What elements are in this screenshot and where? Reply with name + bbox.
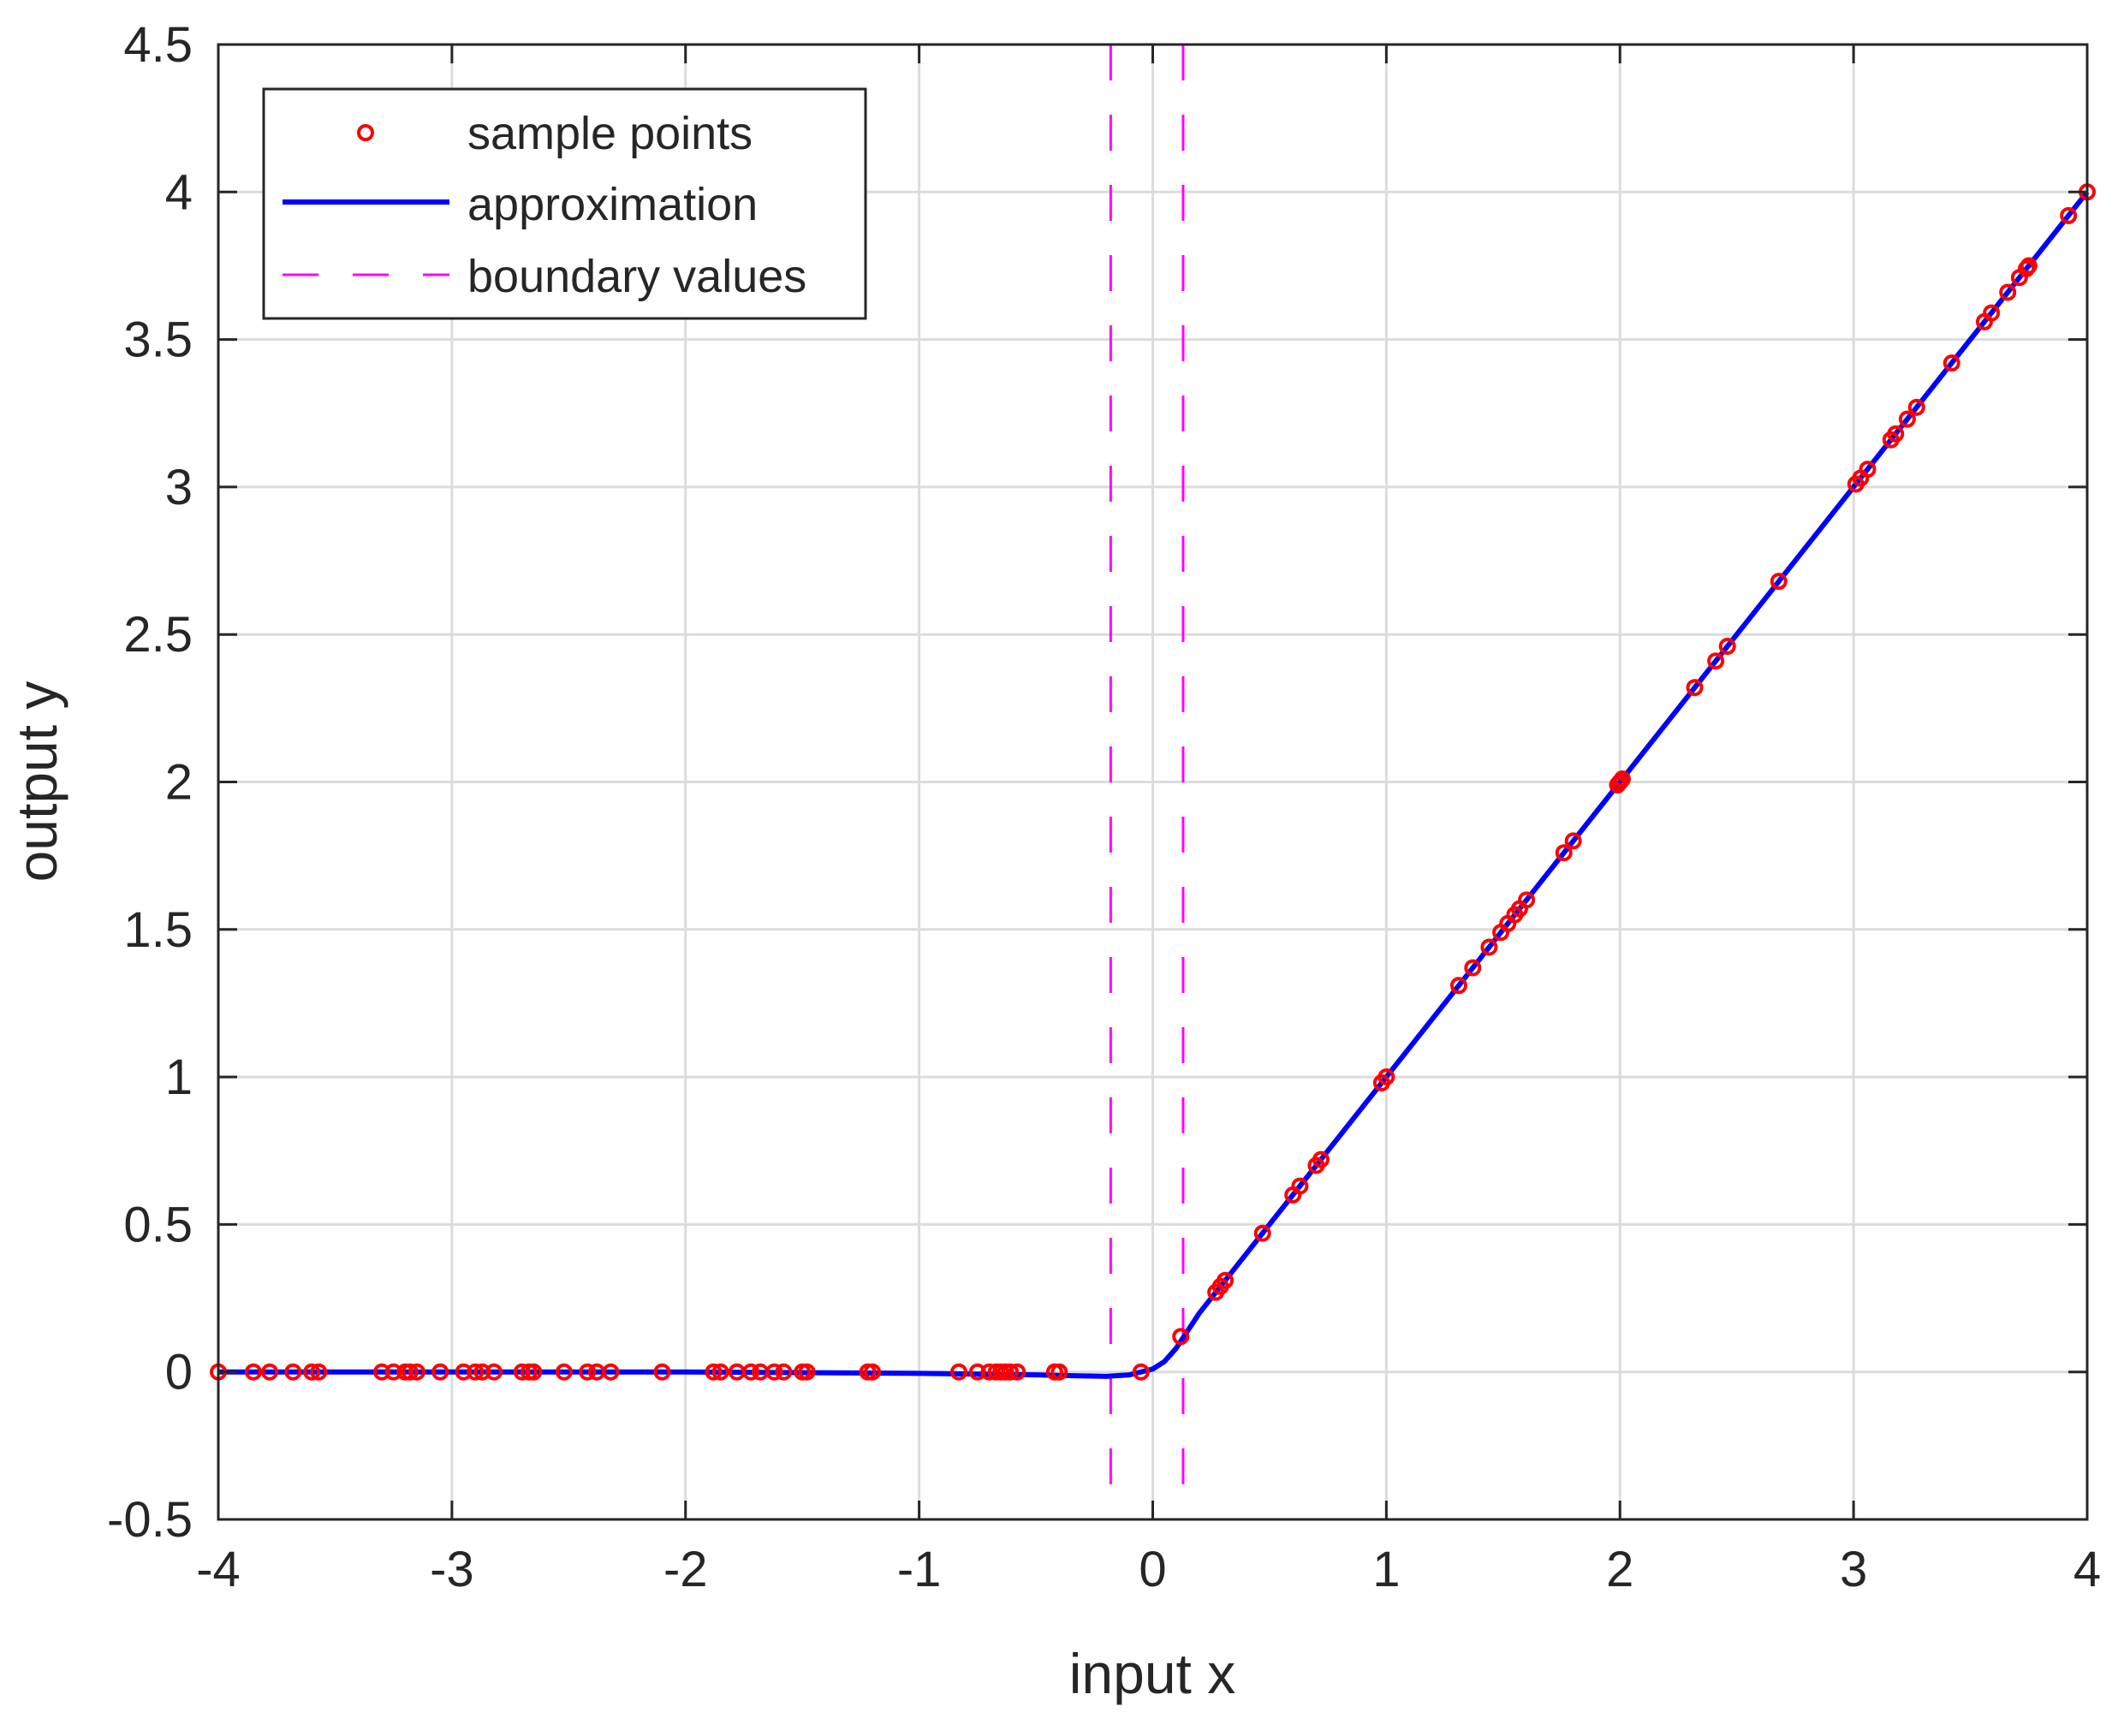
sample-point <box>1859 461 1877 479</box>
sample-point <box>1999 283 2017 301</box>
x-tick-label: 1 <box>1372 1542 1400 1597</box>
sample-point <box>1555 844 1573 862</box>
sample-point <box>1291 1177 1309 1195</box>
sample-point <box>401 1363 419 1381</box>
sample-point <box>980 1363 998 1381</box>
boundary-lines <box>1109 45 1185 1519</box>
sample-point <box>373 1363 391 1381</box>
legend-label-sample-points: sample points <box>467 108 753 159</box>
legend-marker-sample-points <box>357 124 374 141</box>
sample-point <box>1907 398 1925 416</box>
y-tick-label: 3 <box>165 460 193 515</box>
sample-point <box>579 1363 597 1381</box>
sample-point <box>2020 257 2038 275</box>
sample-point <box>555 1363 573 1381</box>
sample-point <box>1898 410 1916 428</box>
sample-point <box>1770 573 1788 591</box>
sample-point <box>244 1363 262 1381</box>
sample-point <box>513 1363 531 1381</box>
legend: sample points approximation boundary val… <box>262 87 867 320</box>
y-tick-label: 3.5 <box>123 312 193 368</box>
sample-point <box>1942 354 1960 372</box>
sample-point <box>602 1363 620 1381</box>
y-axis-label: output y <box>5 681 68 883</box>
x-tick-label: -4 <box>196 1542 241 1597</box>
sample-point <box>1564 832 1582 850</box>
sample-point <box>653 1363 671 1381</box>
x-tick-label: 2 <box>1606 1542 1633 1597</box>
sample-point <box>968 1363 986 1381</box>
sample-point <box>705 1363 723 1381</box>
sample-point <box>1686 679 1704 697</box>
y-tick-label: -0.5 <box>107 1492 193 1548</box>
y-tick-label: 1.5 <box>123 902 193 958</box>
y-tick-label: 2 <box>165 755 193 811</box>
sample-point <box>384 1363 402 1381</box>
sample-point <box>525 1363 543 1381</box>
x-tick-label: -3 <box>430 1542 474 1597</box>
x-tick-label: 4 <box>2073 1542 2101 1597</box>
sample-point <box>1518 891 1536 909</box>
ticks <box>217 43 2089 1521</box>
sample-point <box>1002 1363 1020 1381</box>
sample-point <box>1132 1363 1150 1381</box>
y-tick-label: 0.5 <box>123 1197 193 1252</box>
y-tick-label: 4.5 <box>123 17 193 73</box>
sample-point <box>1613 770 1631 788</box>
y-tick-label: 2.5 <box>123 607 193 663</box>
x-tick-label: 3 <box>1840 1542 1867 1597</box>
sample-point <box>765 1363 783 1381</box>
sample-point <box>1983 304 2001 322</box>
sample-point <box>798 1363 816 1381</box>
sample-point <box>310 1363 328 1381</box>
y-tick-label: 4 <box>165 164 193 220</box>
x-tick-label: 0 <box>1139 1542 1166 1597</box>
sample-point <box>467 1363 485 1381</box>
sample-point <box>950 1363 968 1381</box>
sample-point <box>1377 1068 1395 1086</box>
sample-point <box>455 1363 473 1381</box>
sample-point <box>2060 206 2078 224</box>
sample-point <box>1887 425 1905 443</box>
x-axis-label: input x <box>1069 1642 1235 1705</box>
y-tick-label: 1 <box>165 1049 193 1105</box>
sample-point <box>284 1363 302 1381</box>
sample-point <box>473 1363 491 1381</box>
y-tick-label: 0 <box>165 1345 193 1400</box>
sample-point <box>1312 1150 1330 1168</box>
sample-point <box>1480 938 1498 956</box>
sample-point <box>1050 1363 1068 1381</box>
sample-point <box>303 1363 321 1381</box>
x-tick-label: -1 <box>897 1542 942 1597</box>
sample-points-layer <box>210 183 2096 1381</box>
sample-point <box>485 1363 503 1381</box>
tick-labels: -4 -3 -2 -1 0 1 2 3 4 -0.5 0 0.5 1 1.5 2 2.5 3 3.5 4 4.5 <box>107 17 2101 1597</box>
sample-point <box>408 1363 425 1381</box>
sample-point <box>1718 637 1736 655</box>
x-tick-label: -2 <box>663 1542 708 1597</box>
sample-point <box>1217 1271 1235 1289</box>
sample-point <box>742 1363 760 1381</box>
legend-label-boundary-values: boundary values <box>467 251 806 302</box>
sample-point <box>431 1363 449 1381</box>
sample-point <box>1707 652 1725 670</box>
legend-label-approximation: approximation <box>467 179 758 230</box>
sample-point <box>1008 1363 1026 1381</box>
sample-point <box>261 1363 279 1381</box>
sample-point <box>775 1363 793 1381</box>
sample-point <box>1253 1224 1271 1242</box>
sample-point <box>711 1363 729 1381</box>
sample-point <box>864 1363 882 1381</box>
sample-point <box>1172 1328 1190 1346</box>
sample-point <box>1449 977 1467 995</box>
sample-point <box>1464 959 1482 977</box>
